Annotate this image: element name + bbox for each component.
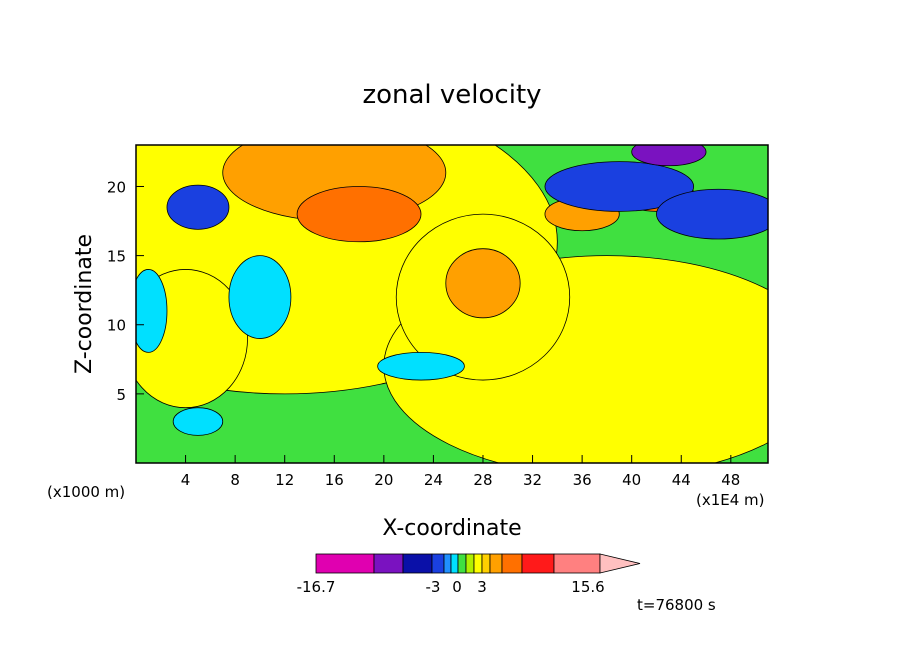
x-tick-label-32: 32	[523, 471, 542, 489]
colorbar-swatch-12	[521, 553, 555, 574]
x-tick-label-36: 36	[573, 471, 592, 489]
y-tick-label-5: 5	[116, 386, 126, 404]
contour-region-12	[631, 145, 707, 167]
x-tick-label-44: 44	[672, 471, 691, 489]
contour-region-13	[228, 255, 292, 339]
colorbar-swatch-7	[465, 553, 475, 574]
colorbar-label-zero: 0	[452, 578, 462, 596]
x-axis-label: X-coordinate	[382, 516, 521, 541]
colorbar-swatch-0	[315, 553, 375, 574]
contour-regions	[136, 145, 768, 463]
x-tick-label-4: 4	[181, 471, 191, 489]
x-tick-label-8: 8	[230, 471, 240, 489]
y-tick-label-10: 10	[107, 317, 126, 335]
colorbar-labels: -16.7 -3 0 3 15.6	[297, 578, 605, 596]
contour-region-15	[136, 269, 168, 353]
contour-region-14	[377, 351, 465, 381]
time-label: t=76800 s	[637, 596, 716, 614]
colorbar-swatch-10	[489, 553, 503, 574]
x-tick-label-48: 48	[721, 471, 740, 489]
colorbar-swatch-4	[443, 553, 452, 574]
chart-title: zonal velocity	[362, 80, 541, 110]
colorbar	[315, 553, 641, 574]
x-tick-label-20: 20	[374, 471, 393, 489]
colorbar-swatch-1	[373, 553, 404, 574]
colorbar-swatch-13	[553, 553, 601, 574]
contour-region-11	[656, 188, 768, 240]
x-tick-label-12: 12	[275, 471, 294, 489]
y-tick-label-20: 20	[107, 178, 126, 196]
contour-region-16	[172, 407, 224, 436]
x-unit-label: (x1000 m)	[47, 483, 125, 501]
x-tick-label-40: 40	[622, 471, 641, 489]
y-axis-ticks: 5 10 15 20	[107, 178, 144, 404]
colorbar-swatch-8	[473, 553, 483, 574]
y-axis-label: Z-coordinate	[72, 234, 97, 374]
x-tick-label-16: 16	[325, 471, 344, 489]
colorbar-label-neg3: -3	[426, 578, 441, 596]
plot-frame	[135, 144, 769, 464]
colorbar-swatch-6	[457, 553, 467, 574]
colorbar-label-max: 15.6	[571, 578, 604, 596]
colorbar-swatch-9	[481, 553, 491, 574]
contour-region-9	[166, 184, 230, 230]
colorbar-swatch-11	[501, 553, 523, 574]
y-tick-label-15: 15	[107, 248, 126, 266]
x-tick-label-28: 28	[473, 471, 492, 489]
colorbar-swatch-5	[450, 553, 459, 574]
x-unit-right-label: (x1E4 m)	[696, 491, 765, 509]
colorbar-label-min: -16.7	[297, 578, 336, 596]
contour-region-10	[544, 161, 695, 212]
colorbar-swatch-2	[402, 553, 433, 574]
contour-region-6	[445, 248, 521, 319]
x-axis-ticks: 4 8 12 16 20 24 28 32 36 40 44 48	[181, 455, 740, 489]
x-tick-label-24: 24	[424, 471, 443, 489]
colorbar-label-pos3: 3	[477, 578, 487, 596]
contour-region-5	[296, 186, 422, 243]
colorbar-arrow	[599, 553, 641, 574]
colorbar-swatch-3	[431, 553, 445, 574]
